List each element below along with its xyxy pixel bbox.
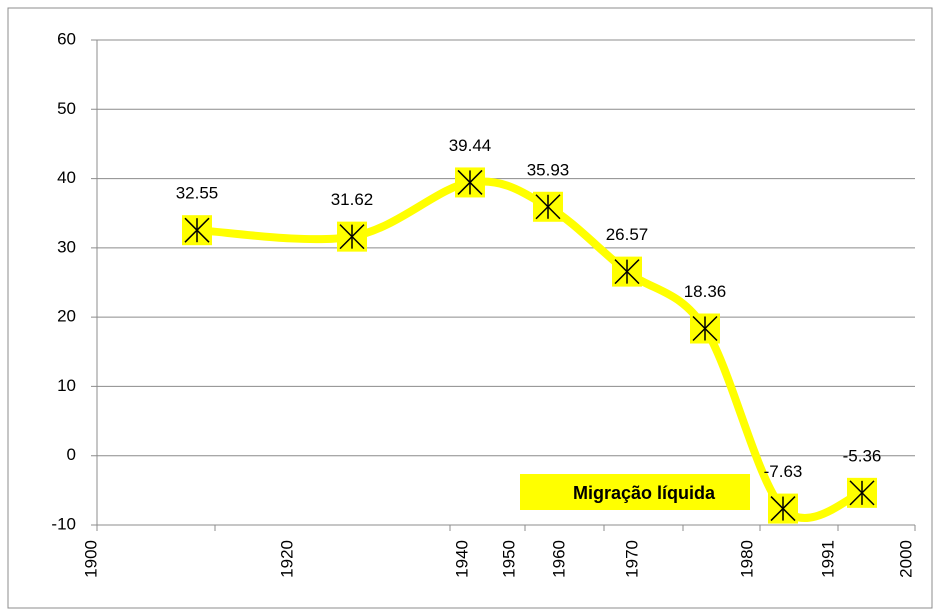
data-label: 35.93 (527, 160, 570, 179)
data-label: -7.63 (764, 462, 803, 481)
data-label: 31.62 (331, 190, 374, 209)
marker-star (535, 194, 561, 220)
marker (337, 221, 367, 252)
x-tick-label: 1970 (622, 540, 641, 578)
data-label: 39.44 (449, 136, 492, 155)
data-label: 32.55 (176, 184, 219, 203)
x-tick-label: 1920 (277, 540, 296, 578)
marker-star (457, 169, 483, 195)
marker (182, 215, 212, 246)
x-tick-label: 1900 (81, 540, 100, 578)
marker-star (770, 496, 796, 522)
y-tick-label: 40 (57, 168, 76, 187)
marker-star (849, 480, 875, 506)
y-tick-label: 50 (57, 99, 76, 118)
y-tick-label: 20 (57, 307, 76, 326)
y-tick-label: 0 (67, 445, 76, 464)
y-tick-label: -10 (51, 514, 76, 533)
marker (847, 477, 877, 508)
y-tick-label: 60 (57, 29, 76, 48)
marker (533, 191, 563, 222)
y-tick-label: 30 (57, 237, 76, 256)
marker (690, 313, 720, 344)
x-tick-label: 1991 (818, 540, 837, 578)
marker (612, 256, 642, 287)
legend-label: Migração líquida (573, 483, 716, 503)
x-tick-label: 1960 (549, 540, 568, 578)
marker (768, 493, 798, 524)
legend-key (520, 474, 750, 510)
marker (455, 167, 485, 198)
x-tick-label: 1940 (452, 540, 471, 578)
marker-star (339, 224, 365, 250)
x-tick-label: 2000 (896, 540, 915, 578)
marker-star (692, 315, 718, 342)
y-tick-label: 10 (57, 376, 76, 395)
x-tick-label: 1980 (737, 540, 756, 578)
marker-star (184, 217, 210, 243)
data-label: -5.36 (843, 446, 882, 465)
marker-star (614, 259, 640, 285)
data-label: 18.36 (684, 282, 727, 301)
x-tick-label: 1950 (499, 540, 518, 578)
data-label: 26.57 (606, 225, 649, 244)
